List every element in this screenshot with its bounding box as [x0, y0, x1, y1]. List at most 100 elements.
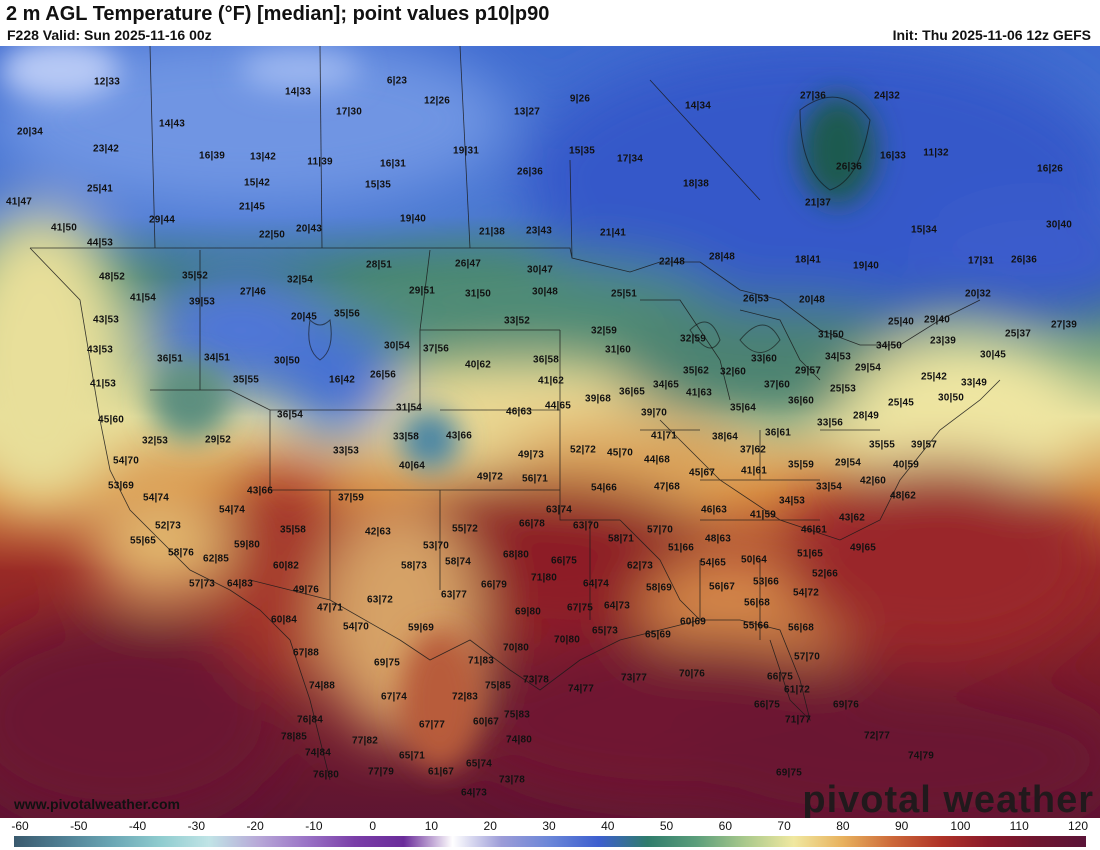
point-value: 46|61	[800, 524, 828, 536]
point-value: 12|33	[93, 76, 121, 88]
point-value: 57|70	[646, 524, 674, 536]
point-value: 63|77	[440, 589, 468, 601]
point-value: 49|73	[517, 449, 545, 461]
point-value: 16|31	[379, 158, 407, 170]
point-value: 19|40	[399, 213, 427, 225]
point-value: 13|27	[513, 106, 541, 118]
point-value: 76|84	[296, 714, 324, 726]
point-value: 58|73	[400, 560, 428, 572]
point-value: 37|56	[422, 343, 450, 355]
temperature-map[interactable]: 12|33 6|23 14|33 12|26 9|26 17|30 13|27 14|34 27…	[0, 46, 1100, 818]
point-value: 55|72	[451, 523, 479, 535]
point-value: 66|78	[518, 518, 546, 530]
point-value: 40|62	[464, 359, 492, 371]
point-value: 16|33	[879, 150, 907, 162]
point-value: 30|45	[979, 349, 1007, 361]
point-value: 27|36	[799, 90, 827, 102]
point-value: 32|60	[719, 366, 747, 378]
point-value: 51|65	[796, 548, 824, 560]
point-value: 45|70	[606, 447, 634, 459]
point-value: 54|74	[218, 504, 246, 516]
colorbar-tick-label: 30	[542, 819, 556, 833]
point-value: 31|60	[604, 344, 632, 356]
point-value: 49|72	[476, 471, 504, 483]
point-value: 43|66	[445, 430, 473, 442]
point-value: 52|72	[569, 444, 597, 456]
point-value: 25|41	[86, 183, 114, 195]
point-value: 29|54	[854, 362, 882, 374]
point-value: 29|57	[794, 365, 822, 377]
point-value: 39|68	[584, 393, 612, 405]
point-value: 58|71	[607, 533, 635, 545]
point-value: 25|40	[887, 316, 915, 328]
point-value: 59|80	[233, 539, 261, 551]
point-value: 72|77	[863, 730, 891, 742]
point-value: 60|67	[472, 716, 500, 728]
point-value: 70|80	[502, 642, 530, 654]
point-value: 6|23	[386, 75, 408, 87]
point-value: 32|59	[590, 325, 618, 337]
point-value: 25|53	[829, 383, 857, 395]
point-value: 54|74	[142, 492, 170, 504]
point-value: 53|66	[752, 576, 780, 588]
point-value: 29|54	[834, 457, 862, 469]
point-value: 39|53	[188, 296, 216, 308]
point-value: 14|34	[684, 100, 712, 112]
point-value: 37|62	[739, 444, 767, 456]
point-value: 22|50	[258, 229, 286, 241]
colorbar-tick-label: -50	[70, 819, 88, 833]
point-value: 33|58	[392, 431, 420, 443]
point-value: 74|80	[505, 734, 533, 746]
point-value: 12|26	[423, 95, 451, 107]
point-value: 30|47	[526, 264, 554, 276]
point-value: 23|39	[929, 335, 957, 347]
point-value: 31|50	[817, 329, 845, 341]
point-value: 36|60	[787, 395, 815, 407]
point-value: 39|70	[640, 407, 668, 419]
point-value: 41|59	[749, 509, 777, 521]
colorbar-fill	[14, 836, 1086, 847]
point-value: 77|82	[351, 735, 379, 747]
website-label[interactable]: www.pivotalweather.com	[14, 796, 180, 812]
point-value: 33|49	[960, 377, 988, 389]
point-value: 34|50	[875, 340, 903, 352]
point-value: 36|51	[156, 353, 184, 365]
point-value: 33|54	[815, 481, 843, 493]
point-value: 17|31	[967, 255, 995, 267]
point-value: 50|64	[740, 554, 768, 566]
colorbar-tick-label: 60	[718, 819, 733, 833]
point-value: 63|74	[545, 504, 573, 516]
point-value: 26|36	[1010, 254, 1038, 266]
point-value: 35|59	[787, 459, 815, 471]
point-value: 71|80	[530, 572, 558, 584]
point-value: 44|53	[86, 237, 114, 249]
point-value: 35|52	[181, 270, 209, 282]
point-value: 28|51	[365, 259, 393, 271]
point-value: 57|70	[793, 651, 821, 663]
point-value: 75|83	[503, 709, 531, 721]
point-value: 56|71	[521, 473, 549, 485]
point-value: 67|77	[418, 719, 446, 731]
point-value: 73|77	[620, 672, 648, 684]
point-value: 31|50	[464, 288, 492, 300]
point-value: 42|60	[859, 475, 887, 487]
point-value: 65|74	[465, 758, 493, 770]
point-value: 25|51	[610, 288, 638, 300]
point-value: 17|30	[335, 106, 363, 118]
header-bar: 2 m AGL Temperature (°F) [median]; point…	[0, 0, 1100, 46]
point-value: 33|52	[503, 315, 531, 327]
point-value: 58|74	[444, 556, 472, 568]
colorbar-ticks: -60 -50 -40 -30 -20 -10 0 10 20 30 40 50 60 70 80 90 100…	[0, 818, 1100, 834]
map-title: 2 m AGL Temperature (°F) [median]; point…	[6, 3, 550, 25]
point-value: 30|48	[531, 286, 559, 298]
point-value: 35|55	[868, 439, 896, 451]
point-value: 65|69	[644, 629, 672, 641]
point-value: 42|63	[364, 526, 392, 538]
point-value: 25|45	[887, 397, 915, 409]
point-value: 69|75	[775, 767, 803, 779]
point-value: 73|78	[522, 674, 550, 686]
point-value: 36|61	[764, 427, 792, 439]
point-value: 26|56	[369, 369, 397, 381]
point-value: 49|65	[849, 542, 877, 554]
point-value: 34|65	[652, 379, 680, 391]
